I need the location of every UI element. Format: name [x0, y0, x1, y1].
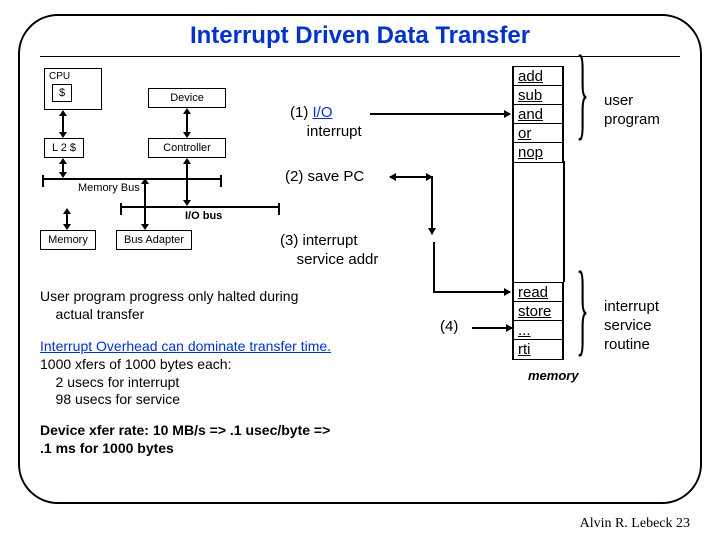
annot-4: (4) [440, 318, 458, 337]
ctrl-iobus-link [180, 158, 194, 206]
brace-user: } [576, 35, 588, 153]
code-cell: store [514, 302, 562, 321]
l2-box: L 2 $ [44, 138, 84, 158]
code-cell: add [514, 67, 562, 86]
code-cell: sub [514, 86, 562, 105]
slide-title: Interrupt Driven Data Transfer [0, 22, 720, 50]
annot-2: (2) save PC [285, 168, 364, 187]
isrcode-col: read store ... rti [512, 282, 564, 360]
para-1: User program progress only halted during… [40, 288, 298, 323]
para-2-link[interactable]: Interrupt Overhead can dominate transfer… [40, 338, 331, 354]
code-cell: and [514, 105, 562, 124]
cpu-label: CPU [49, 71, 70, 82]
arrow-4 [472, 327, 512, 329]
code-cell: or [514, 124, 562, 143]
code-cell: nop [514, 143, 562, 162]
brace-isr: } [576, 251, 588, 369]
arrow-3h [433, 291, 510, 293]
memory-label: Memory [48, 234, 88, 246]
busadapter-box: Bus Adapter [116, 230, 192, 250]
cache-box: $ [52, 84, 72, 102]
arrow-2v [431, 176, 433, 234]
busadapter-label: Bus Adapter [124, 234, 184, 246]
memory-bus-label: Memory Bus [78, 182, 140, 194]
footer: Alvin R. Lebeck 23 [580, 516, 690, 532]
arrow-2h [390, 176, 432, 178]
cpu-l2-link [56, 110, 70, 138]
para-2b: 1000 xfers of 1000 bytes each: 2 usecs f… [40, 356, 231, 409]
io-link[interactable]: I/O [313, 104, 333, 121]
isr-label: interrupt service routine [604, 298, 659, 354]
busadapter-link [138, 178, 152, 230]
arrow-1 [370, 113, 510, 115]
arrow-3v [433, 242, 435, 292]
io-bus-label: I/O bus [185, 210, 222, 222]
controller-box: Controller [148, 138, 226, 158]
l2-label: L 2 $ [52, 142, 76, 154]
code-cell: rti [514, 340, 562, 359]
user-program-label: user program [604, 92, 660, 130]
memory-bus-line [42, 178, 222, 180]
cache-label: $ [59, 87, 65, 99]
memcol-left-line [512, 161, 514, 282]
code-cell: read [514, 283, 562, 302]
para-3: Device xfer rate: 10 MB/s => .1 usec/byt… [40, 422, 330, 457]
device-box: Device [148, 88, 226, 108]
dev-ctrl-link [180, 108, 194, 138]
usercode-col: add sub and or nop [512, 66, 564, 163]
memory-box: Memory [40, 230, 96, 250]
code-cell: ... [514, 321, 562, 340]
memory-label-bottom: memory [528, 368, 579, 384]
mem-link [60, 208, 74, 230]
memcol-right-line [563, 161, 565, 282]
annot-1: (1) I/O interrupt [290, 104, 362, 142]
annot-3: (3) interrupt service addr [280, 232, 378, 270]
l2-bus-link [56, 158, 70, 178]
device-label: Device [170, 92, 204, 104]
controller-label: Controller [163, 142, 211, 154]
